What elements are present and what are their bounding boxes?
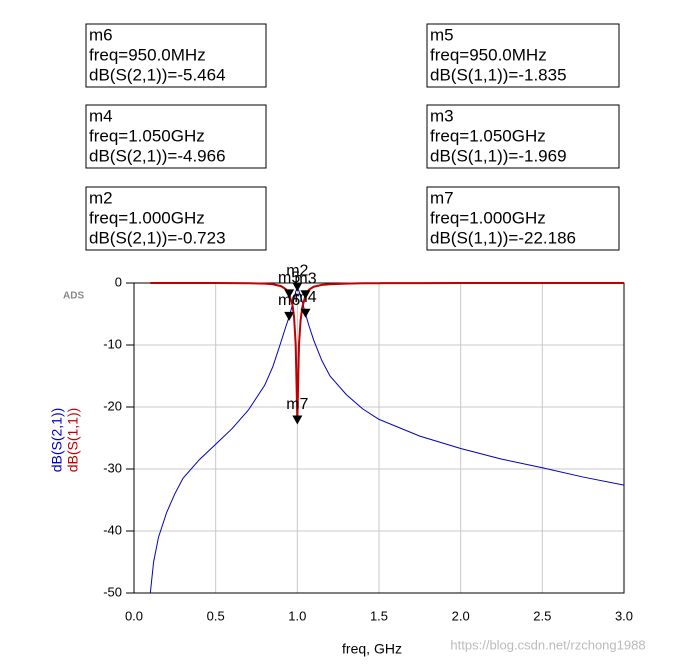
y-axis-label: dB(S(2,1)) — [49, 408, 65, 473]
y-tick-label: 0 — [115, 274, 122, 289]
y-tick-label: -40 — [103, 522, 122, 537]
marker-triangle — [292, 282, 303, 292]
marker-triangle — [300, 308, 311, 318]
ads-tag: ADS — [63, 291, 84, 302]
marker-freq: freq=1.000GHz — [89, 208, 205, 227]
marker-triangle — [300, 290, 311, 300]
series-line — [150, 282, 624, 421]
marker-box — [85, 23, 267, 88]
marker-freq: freq=1.050GHz — [89, 126, 205, 145]
marker-name: m3 — [430, 106, 454, 125]
y-axis-label: dB(S(1,1)) — [65, 408, 81, 473]
x-tick-label: 1.5 — [370, 608, 388, 623]
marker-label: m2 — [286, 263, 308, 280]
marker-name: m2 — [89, 188, 113, 207]
marker-freq: freq=1.000GHz — [430, 208, 546, 227]
y-tick-label: -10 — [103, 336, 122, 351]
y-tick-label: -50 — [103, 584, 122, 599]
marker-freq: freq=950.0MHz — [430, 45, 547, 64]
marker-label: m7 — [286, 396, 308, 413]
marker-name: m6 — [89, 25, 113, 44]
marker-value: dB(S(2,1))=-5.464 — [89, 65, 226, 84]
plot-area — [149, 282, 624, 594]
marker-value: dB(S(1,1))=-22.186 — [430, 228, 576, 247]
marker-freq: freq=950.0MHz — [89, 45, 206, 64]
marker-triangle — [292, 415, 303, 425]
x-tick-label: 0.0 — [125, 608, 143, 623]
x-tick-label: 1.0 — [288, 608, 306, 623]
marker-freq: freq=1.050GHz — [430, 126, 546, 145]
marker-value: dB(S(2,1))=-0.723 — [89, 228, 226, 247]
marker-name: m7 — [430, 188, 454, 207]
x-tick-label: 3.0 — [615, 608, 633, 623]
y-tick-label: -30 — [103, 460, 122, 475]
marker-box — [426, 104, 620, 169]
x-tick-label: 2.0 — [452, 608, 470, 623]
marker-label: m6 — [278, 292, 300, 309]
marker-box — [85, 186, 267, 251]
marker-box — [85, 104, 267, 169]
marker-name: m4 — [89, 106, 113, 125]
y-tick-label: -20 — [103, 398, 122, 413]
watermark: https://blog.csdn.net/rzchong1988 — [450, 637, 645, 652]
marker-value: dB(S(1,1))=-1.835 — [430, 65, 567, 84]
x-axis-label: freq, GHz — [342, 641, 402, 657]
marker-value: dB(S(1,1))=-1.969 — [430, 146, 567, 165]
marker-triangle — [284, 311, 295, 321]
series-line — [149, 286, 624, 594]
marker-value: dB(S(2,1))=-4.966 — [89, 146, 226, 165]
marker-label: m5 — [278, 270, 300, 287]
x-tick-label: 2.5 — [533, 608, 551, 623]
x-tick-label: 0.5 — [207, 608, 225, 623]
marker-box — [426, 186, 620, 251]
marker-triangle — [284, 289, 295, 299]
marker-box — [426, 23, 620, 88]
marker-name: m5 — [430, 25, 454, 44]
